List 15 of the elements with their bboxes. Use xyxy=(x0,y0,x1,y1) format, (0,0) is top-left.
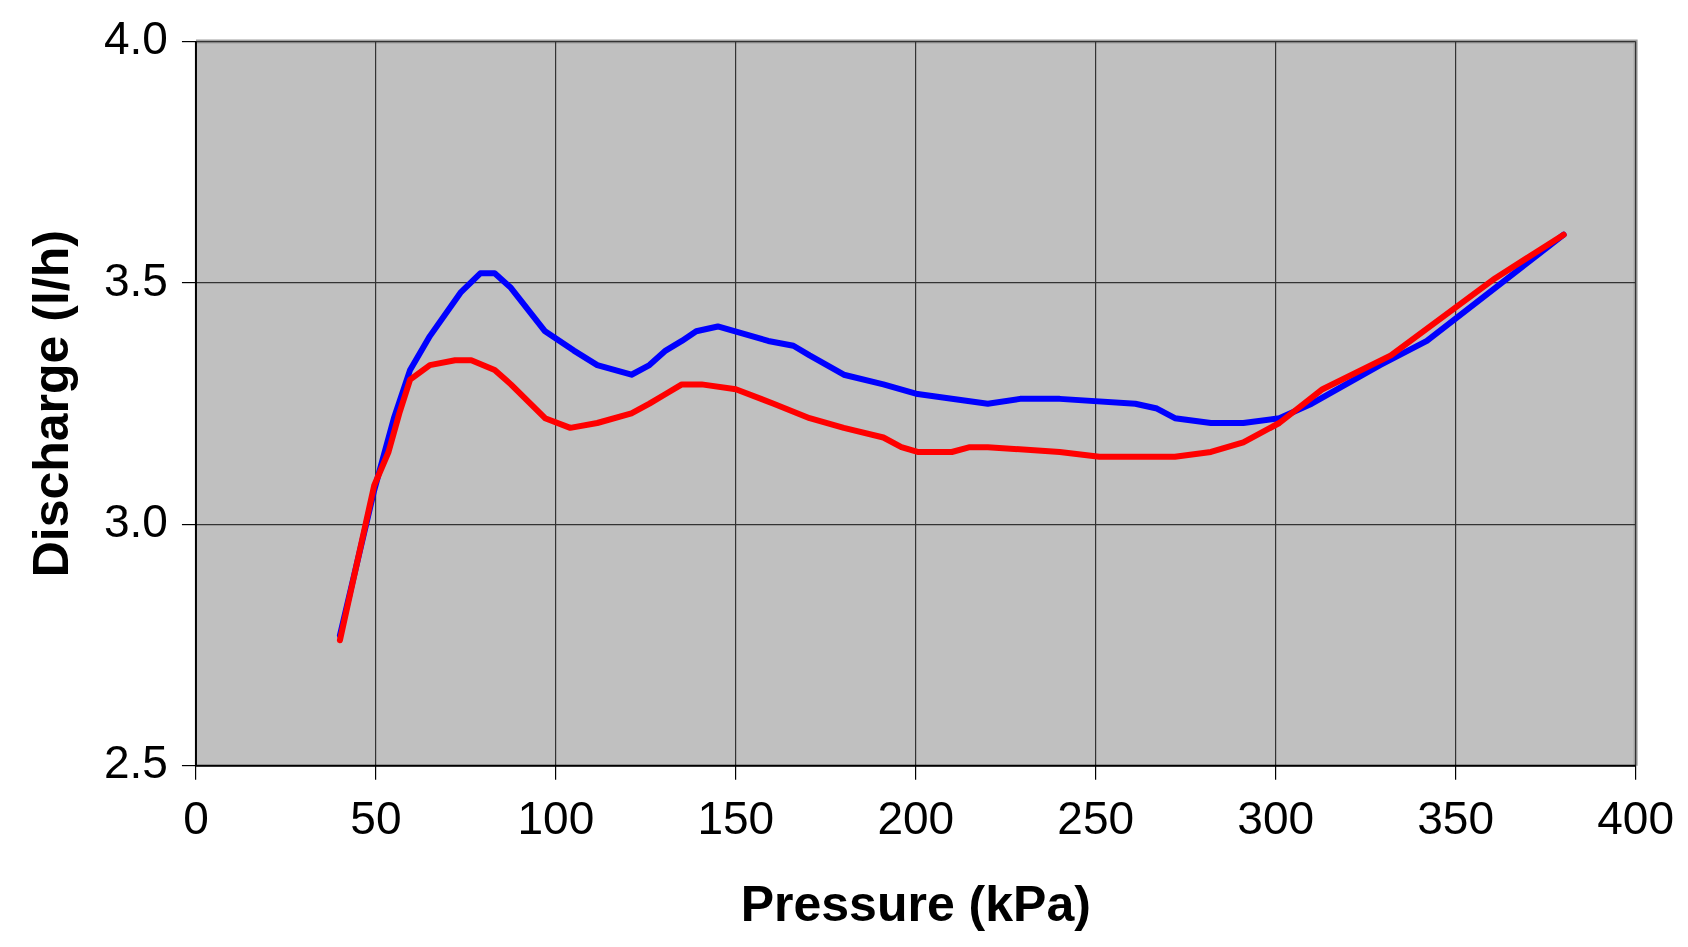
x-tick-label: 350 xyxy=(1417,792,1495,845)
y-tick-label: 3.0 xyxy=(103,495,168,548)
y-axis-title: Discharge (l/h) xyxy=(22,230,79,578)
x-tick-label: 250 xyxy=(1057,792,1135,845)
x-tick-label: 100 xyxy=(517,792,595,845)
x-tick-label: 300 xyxy=(1237,792,1315,845)
x-tick-label: 150 xyxy=(697,792,775,845)
y-tick-label: 3.5 xyxy=(103,253,168,306)
x-tick-label: 400 xyxy=(1597,792,1674,845)
x-axis-title: Pressure (kPa) xyxy=(740,875,1091,932)
y-tick-label: 4.0 xyxy=(103,12,168,65)
x-tick-label: 200 xyxy=(877,792,955,845)
y-tick-label: 2.5 xyxy=(103,736,168,789)
x-tick-label: 50 xyxy=(350,792,402,845)
x-tick-label: 0 xyxy=(183,792,209,845)
